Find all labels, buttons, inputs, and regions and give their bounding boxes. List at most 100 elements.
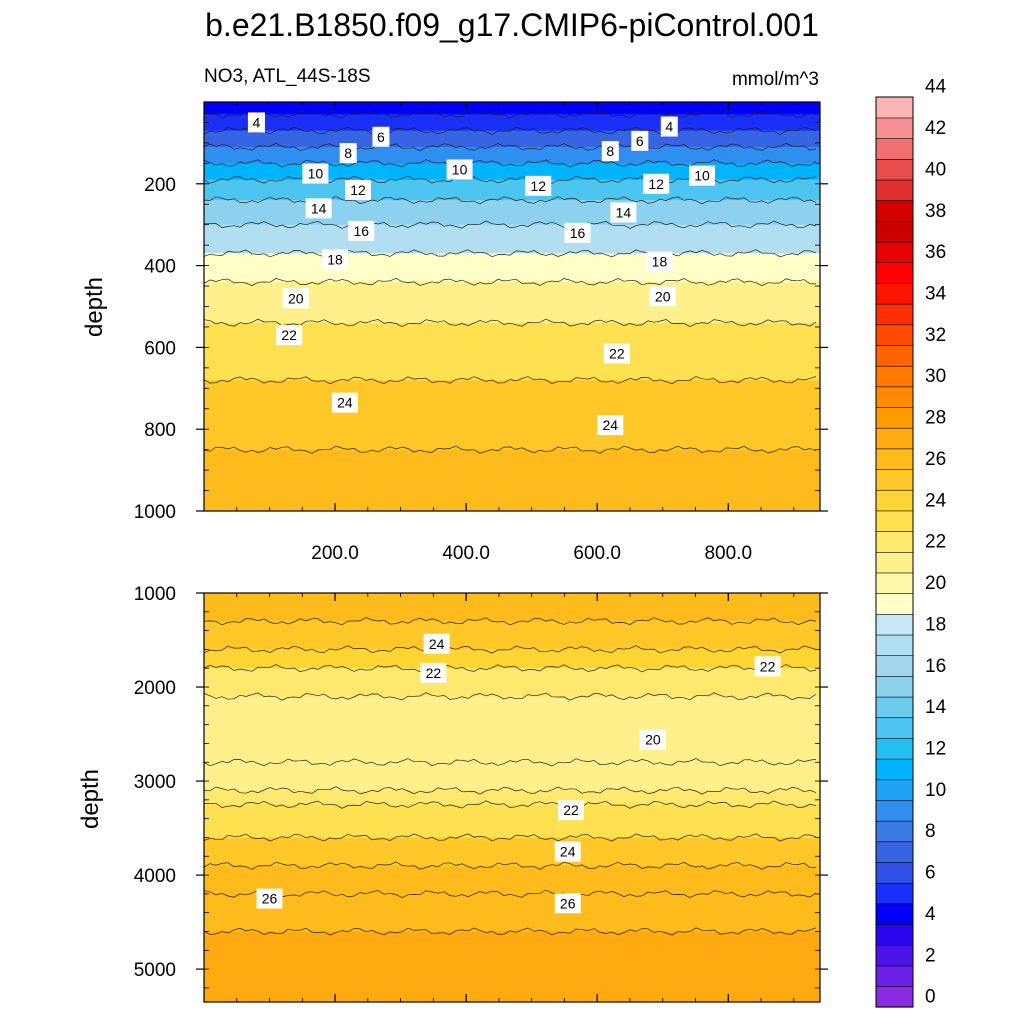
contour-label: 24: [597, 415, 624, 436]
contour-band: [204, 621, 820, 650]
contour-label-text: 22: [760, 658, 776, 674]
colorbar-swatch: [875, 820, 914, 843]
colorbar-swatch: [875, 923, 914, 946]
contour-label: 12: [345, 179, 371, 200]
colorbar-swatch: [875, 138, 914, 160]
contour-label: 24: [331, 392, 358, 413]
colorbar-swatch: [875, 282, 914, 305]
colorbar-swatch: [875, 965, 914, 987]
contour-band: [204, 649, 820, 669]
contour-label-bg: [564, 222, 591, 243]
contour-label-text: 10: [308, 166, 324, 182]
contour-label-text: 12: [530, 178, 546, 194]
colorbar-label: 0: [925, 987, 936, 1008]
colorbar-swatch: [875, 406, 914, 429]
colorbar-label: 2: [925, 945, 936, 966]
contour-label-bg: [646, 251, 673, 272]
ylabel-upper: depth: [81, 277, 108, 337]
contour-band: [204, 931, 820, 1003]
contour-label-bg: [423, 633, 450, 654]
contour-line: [203, 142, 817, 151]
contour-label-bg: [305, 198, 332, 219]
contour-label-bg: [446, 159, 473, 180]
contour-label-bg: [372, 126, 390, 147]
colorbar-label: 30: [925, 366, 946, 387]
colorbar-label: 38: [925, 201, 946, 222]
upper-panel: 200 400 600 800 1000 200.0 400.0 600.0 800.0 4 6 8 1…: [134, 101, 828, 564]
contour-line: [203, 318, 817, 327]
contour-line: [203, 692, 817, 701]
colorbar-swatch: [875, 158, 914, 181]
colorbar-label: 20: [925, 573, 946, 594]
colorbar-swatch: [875, 262, 914, 284]
contour-label-bg: [557, 800, 584, 821]
x-tick-label: 600.0: [573, 543, 621, 564]
contour-label-bg: [256, 888, 283, 909]
contour-label: 6: [631, 130, 649, 151]
contour-label: 22: [557, 800, 584, 821]
contour-label: 24: [423, 633, 450, 654]
contour-line: [203, 664, 817, 673]
contour-label-text: 12: [648, 176, 664, 192]
colorbar-swatch: [875, 117, 914, 139]
contour-label-text: 4: [665, 119, 673, 135]
contour-band: [204, 837, 820, 867]
contour-line: [203, 159, 817, 168]
colorbar-swatch: [875, 179, 914, 202]
y-tick-label: 600: [144, 338, 176, 359]
x-tick-label: 200.0: [311, 543, 359, 564]
y-tick-label: 3000: [134, 772, 176, 793]
contour-label-text: 16: [353, 223, 369, 239]
contour-band: [204, 865, 820, 895]
contour-band: [204, 449, 820, 512]
colorbar-swatch: [875, 365, 914, 388]
colorbar-label: 28: [925, 408, 946, 429]
colorbar-label: 40: [925, 159, 946, 180]
y-tick-label: 1000: [134, 584, 176, 605]
contour-label-text: 6: [636, 133, 644, 149]
colorbar-swatch: [875, 841, 914, 863]
contour-line: [203, 220, 817, 229]
contour-label-bg: [601, 141, 619, 162]
contour-label: 14: [305, 198, 332, 219]
contour-label-bg: [302, 163, 329, 184]
contour-line: [203, 927, 817, 936]
colorbar-swatch: [875, 551, 914, 574]
contour-label-bg: [631, 130, 649, 151]
contour-label-text: 14: [616, 204, 632, 220]
colorbar-swatch: [875, 200, 914, 222]
contour-label-bg: [420, 662, 447, 683]
contour-band: [204, 804, 820, 838]
contour-label-bg: [525, 175, 552, 196]
colorbar-swatch: [875, 779, 914, 801]
contour-line: [203, 645, 817, 654]
contour-line: [203, 861, 817, 870]
colorbar-label: 22: [925, 532, 946, 553]
contour-line: [203, 196, 817, 205]
contour-band: [204, 380, 820, 451]
contour-label: 26: [256, 888, 283, 909]
contour-label: 20: [649, 286, 676, 307]
colorbar-swatch: [875, 427, 914, 450]
contour-label-text: 22: [563, 802, 579, 818]
lower-panel: 1000 2000 3000 4000 5000 24 22 22 20 22 24 26 26: [134, 584, 828, 1003]
colorbar-swatch: [875, 241, 914, 264]
colorbar-label: 44: [925, 77, 947, 98]
y-tick-label: 5000: [134, 960, 176, 981]
contour-line: [203, 758, 817, 767]
colorbar-label: 12: [925, 738, 946, 759]
contour-line: [203, 110, 817, 119]
colorbar-label: 18: [925, 614, 946, 635]
ylabel-lower: depth: [77, 769, 104, 829]
contour-label-text: 8: [344, 145, 352, 161]
contour-line: [203, 445, 817, 454]
colorbar-swatch: [875, 220, 914, 243]
contour-label-bg: [597, 415, 624, 436]
contour-label: 22: [754, 656, 781, 677]
contour-label-bg: [754, 656, 781, 677]
contour-label: 4: [247, 112, 265, 133]
contour-label: 8: [339, 143, 357, 164]
contour-label-text: 24: [337, 395, 353, 411]
contour-label: 18: [322, 249, 349, 270]
contour-label-text: 12: [350, 182, 366, 198]
